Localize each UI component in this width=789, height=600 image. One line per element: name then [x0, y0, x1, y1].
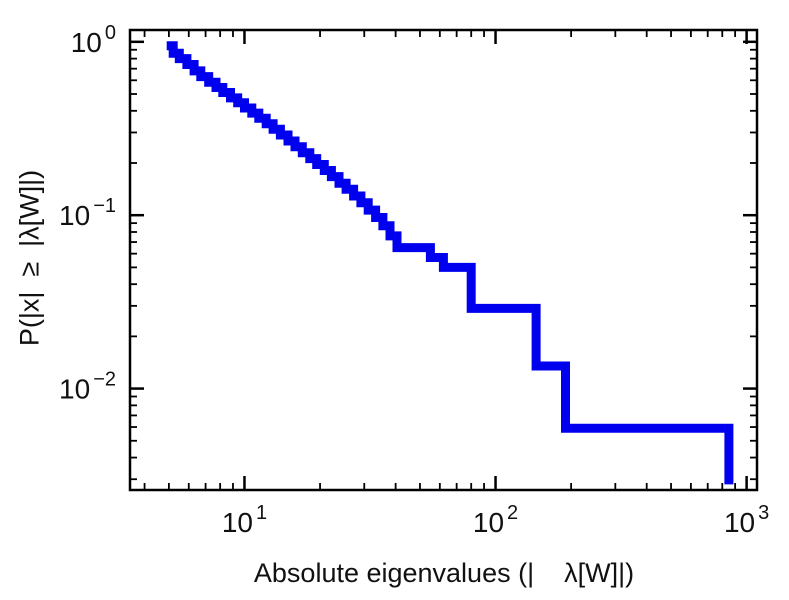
x-ticks — [143, 30, 748, 490]
x-axis-label: Absolute eigenvalues (| λ[W]|) — [253, 558, 635, 588]
y-ticks — [130, 40, 757, 481]
plot-frame — [128, 28, 759, 492]
x-tick-labels: 10 1 10 2 10 3 — [222, 502, 769, 538]
svg-text:102: 10 2 — [473, 502, 518, 538]
svg-text:103: 10 3 — [724, 502, 769, 538]
y-axis-label: P(|x| ≥ |λ[W]|) — [14, 169, 45, 347]
svg-text:101: 10 1 — [222, 502, 267, 538]
svg-text:10−2: 10 −2 — [59, 369, 116, 405]
svg-text:10−1: 10 −1 — [59, 195, 116, 231]
svg-text:100: 10 0 — [71, 22, 116, 58]
ccdf-curve — [166, 41, 734, 485]
